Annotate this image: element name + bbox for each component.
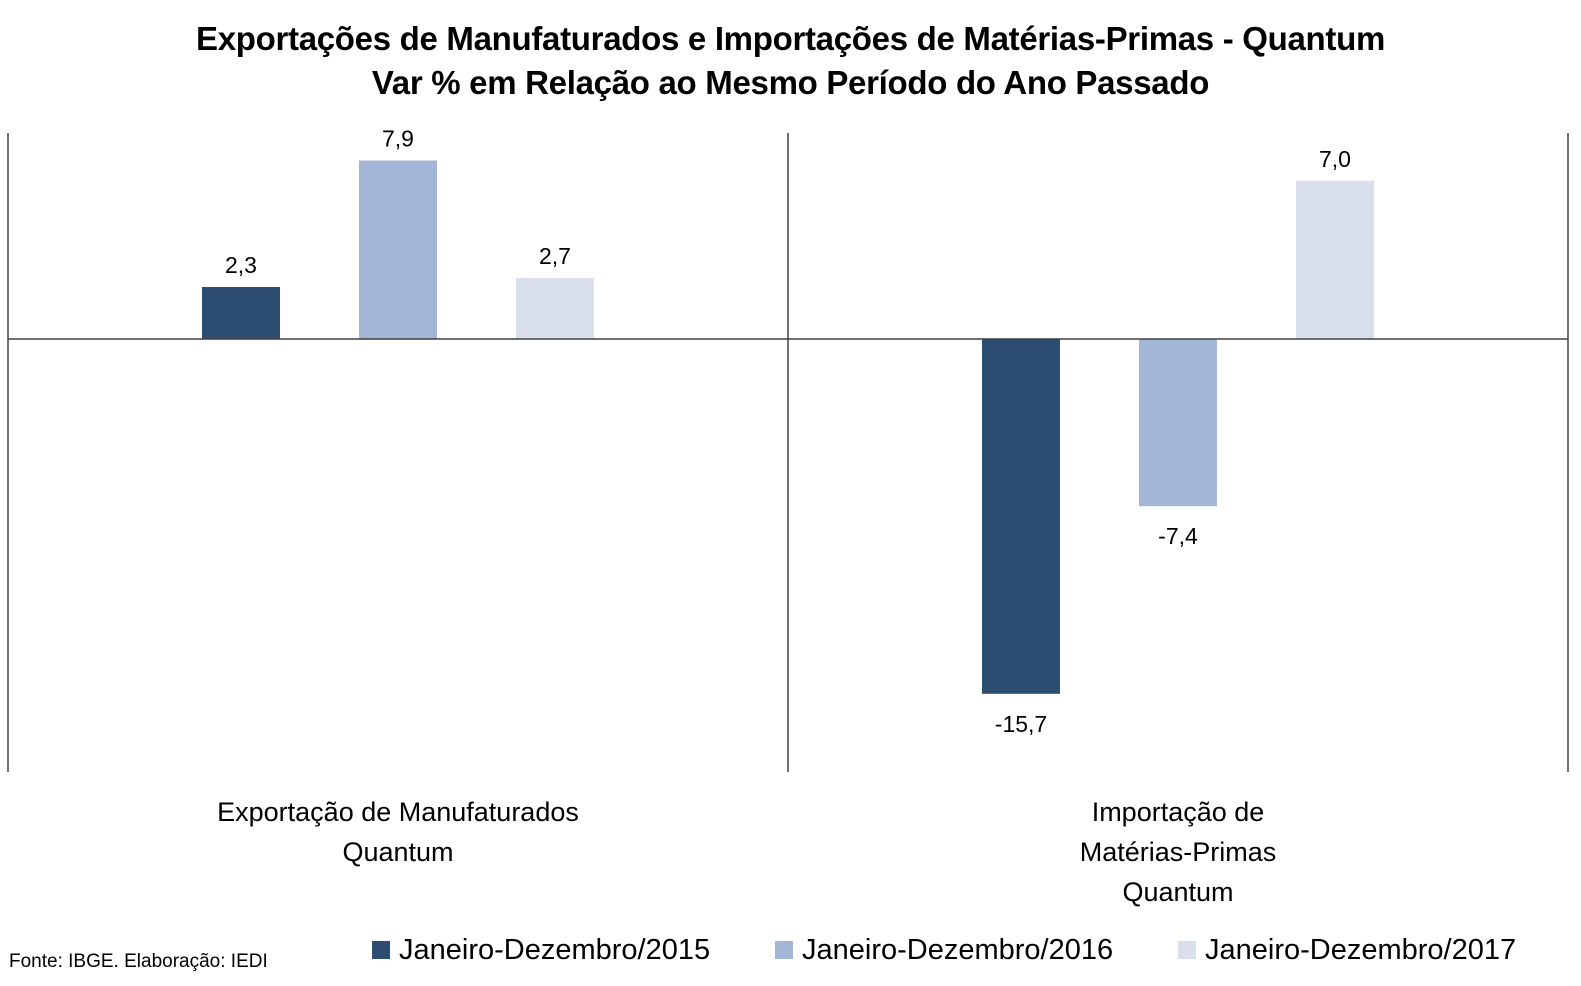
category-label-1: Exportação de Manufaturados Quantum [217, 797, 579, 867]
labels-layer: 2,3 7,9 2,7 -15,7 -7,4 7,0 Exportação de Manuf… [217, 126, 1351, 908]
chart-title: Exportações de Manufaturados e Importaçõ… [195, 20, 1386, 57]
axes-layer [7, 133, 1569, 772]
source-note: Fonte: IBGE. Elaboração: IEDI [9, 951, 268, 972]
bar-cat1-series1 [202, 287, 280, 339]
bars-layer [202, 160, 1374, 694]
legend-swatch-2015 [372, 941, 390, 959]
bar-cat2-series1 [982, 339, 1060, 694]
legend: Janeiro-Dezembro/2015 Janeiro-Dezembro/2… [0, 930, 1581, 970]
legend-item-2016: Janeiro-Dezembro/2016 [775, 930, 1113, 970]
category-label-2: Importação de Matérias-Primas Quantum [1080, 797, 1277, 907]
plot-area: 2,3 7,9 2,7 -15,7 -7,4 7,0 Exportação de Manuf… [7, 126, 1569, 908]
legend-swatch-2016 [775, 941, 793, 959]
bar-cat2-series2 [1139, 339, 1217, 507]
legend-label-2015: Janeiro-Dezembro/2015 [399, 934, 711, 966]
legend-label-2016: Janeiro-Dezembro/2016 [802, 934, 1114, 966]
legend-item-2017: Janeiro-Dezembro/2017 [1178, 930, 1516, 970]
bar-cat1-series2 [359, 160, 437, 339]
bar-cat1-series3 [516, 278, 594, 339]
legend-item-2015: Janeiro-Dezembro/2015 [372, 930, 710, 970]
legend-swatch-2017 [1178, 941, 1196, 959]
data-label-cat1-series2: 7,9 [382, 126, 414, 152]
data-label-cat1-series1: 2,3 [225, 252, 257, 278]
legend-label-2017: Janeiro-Dezembro/2017 [1205, 934, 1517, 966]
data-label-cat1-series3: 2,7 [539, 243, 571, 269]
data-label-cat2-series1: -15,7 [995, 711, 1047, 737]
bar-cat2-series3 [1296, 180, 1374, 339]
chart-subtitle: Var % em Relação ao Mesmo Período do Ano… [371, 64, 1210, 101]
data-label-cat2-series3: 7,0 [1319, 146, 1351, 172]
data-label-cat2-series2: -7,4 [1158, 523, 1198, 549]
